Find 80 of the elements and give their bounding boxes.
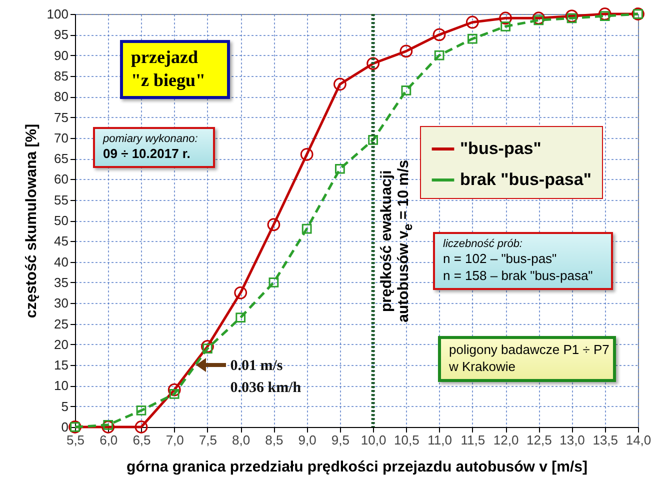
y-tick-label: 95 [54, 27, 68, 42]
y-tick-label: 45 [54, 234, 68, 249]
y-tick-label: 80 [54, 89, 68, 104]
point [566, 13, 577, 24]
point [600, 11, 610, 21]
x-tick-label: 12,5 [526, 432, 552, 448]
annotation: pomiary wykonano: 09 ÷ 10.2017 r. [103, 132, 199, 164]
y-tick-label: 85 [54, 68, 68, 84]
point [499, 12, 512, 25]
annotation: poligony badawcze P1 ÷ P7 w Krakowie [449, 342, 610, 376]
y-tick-label: 25 [54, 316, 68, 332]
x-tick-label: 8,0 [232, 432, 250, 448]
x-tick-label: 14,0 [626, 432, 652, 448]
point [534, 15, 544, 26]
point [236, 312, 246, 322]
x-tick-label: 5,5 [66, 432, 85, 448]
y-tick-label: 75 [54, 110, 68, 125]
point [300, 148, 314, 161]
annotation: przejazd "z biegu" [131, 46, 206, 92]
point [136, 406, 146, 416]
y-tick-label: 70 [54, 130, 68, 146]
y-tick-label: 100 [46, 6, 68, 22]
x-tick-label: 6,5 [132, 432, 151, 448]
y-tick-label: 90 [54, 48, 68, 63]
x-tick-label: 10,5 [394, 432, 420, 448]
annotation: 0.01 m/s 0.036 km/h [230, 358, 302, 396]
x-tick-label: 12,0 [493, 432, 519, 448]
point [466, 16, 479, 29]
point [234, 286, 248, 300]
point [268, 278, 279, 288]
y-tick-label: 15 [54, 358, 68, 373]
x-tick-label: 8,5 [265, 432, 284, 448]
y-tick-label: 35 [54, 274, 68, 290]
y-axis-title: częstość skumulowana [%] [22, 124, 40, 318]
x-tick-label: 6,0 [100, 432, 118, 448]
y-tick-label: 40 [54, 254, 68, 270]
point [302, 224, 312, 234]
point [267, 218, 280, 232]
point [134, 420, 148, 434]
point [201, 340, 214, 353]
point [168, 383, 181, 396]
y-tick-label: 5 [61, 398, 68, 414]
legend-label: brak "bus-pasa" [460, 170, 592, 189]
point [366, 57, 380, 70]
point [432, 28, 446, 42]
point [400, 44, 413, 58]
point [565, 10, 578, 23]
x-axis-title: górna granica przedziału prędkości przejazdu autobusów v [m/s] [126, 458, 588, 476]
point [102, 420, 115, 434]
point [500, 21, 510, 32]
point [401, 85, 412, 96]
y-tick-label: 55 [54, 192, 68, 208]
point [532, 12, 546, 25]
annotation: liczebność prób: n = 102 – "bus-pas" n = 158 – brak "bus-pasa" [443, 237, 594, 286]
x-tick-label: 9,5 [331, 432, 350, 448]
point [202, 344, 212, 354]
x-tick-label: 10,0 [360, 432, 386, 448]
x-tick-label: 7,5 [198, 432, 218, 448]
x-tick-label: 11,0 [428, 432, 452, 448]
point [335, 164, 345, 174]
point [333, 78, 346, 91]
x-tick-label: 11,5 [460, 432, 486, 448]
point [434, 50, 444, 60]
point [368, 135, 378, 145]
x-tick-label: 9,0 [298, 432, 316, 448]
point [598, 8, 612, 20]
x-tick-label: 13,0 [560, 432, 585, 448]
y-tick-label: 65 [54, 151, 68, 166]
legend-label: "bus-pas" [460, 139, 542, 158]
y-tick-label: 60 [54, 172, 68, 187]
x-tick-label: 13,5 [592, 432, 618, 448]
y-tick-label: 10 [54, 378, 68, 394]
y-tick-label: 20 [54, 336, 68, 352]
y-tick-label: 50 [54, 213, 68, 228]
point [169, 389, 180, 399]
point [103, 420, 114, 430]
x-tick-label: 7,0 [166, 432, 184, 448]
y-tick-label: 30 [54, 296, 68, 311]
point [467, 34, 478, 44]
y-tick-label: 0 [61, 420, 68, 434]
